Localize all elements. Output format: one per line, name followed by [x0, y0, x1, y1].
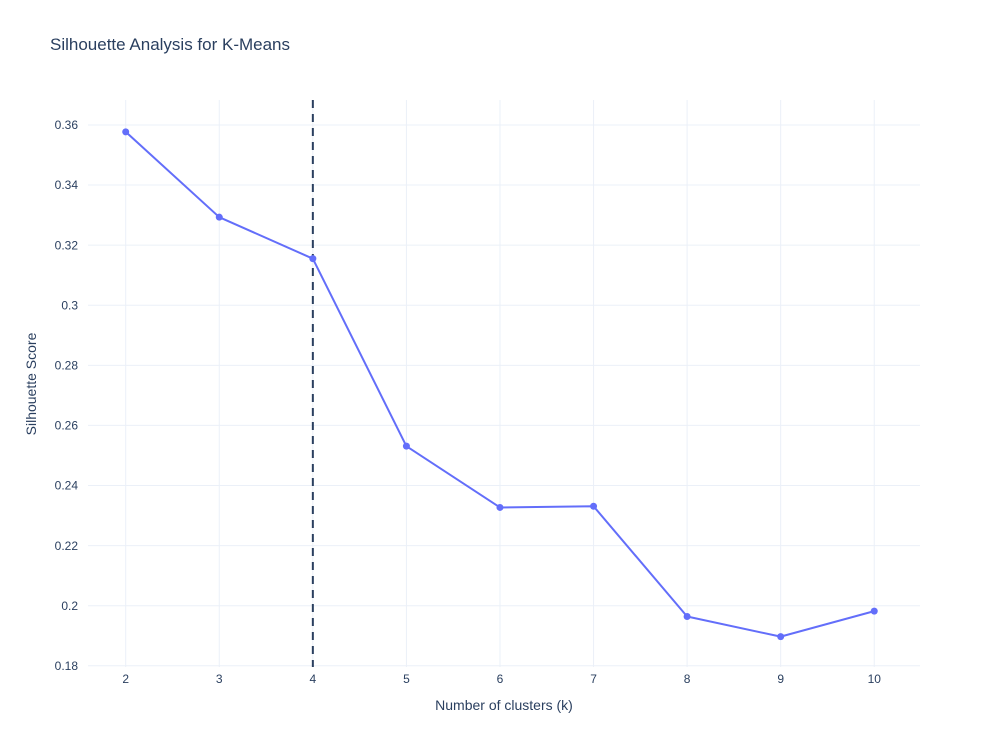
data-point-k7[interactable] [590, 502, 598, 510]
x-axis-title: Number of clusters (k) [435, 697, 573, 713]
y-tick-label-0.28: 0.28 [55, 359, 79, 373]
x-tick-label-8: 8 [684, 672, 691, 686]
x-tick-label-9: 9 [777, 672, 784, 686]
data-point-k6[interactable] [496, 503, 504, 511]
y-tick-label-0.24: 0.24 [55, 479, 79, 493]
x-tick-label-2: 2 [122, 672, 129, 686]
x-tick-label-7: 7 [590, 672, 597, 686]
data-point-k5[interactable] [402, 442, 410, 450]
data-point-k3[interactable] [215, 213, 223, 221]
y-tick-label-0.2: 0.2 [61, 599, 78, 613]
y-tick-label-0.36: 0.36 [55, 118, 79, 132]
x-tick-label-3: 3 [216, 672, 223, 686]
data-point-k10[interactable] [870, 607, 878, 615]
y-tick-label-0.26: 0.26 [55, 419, 79, 433]
data-point-k8[interactable] [683, 613, 691, 621]
data-point-k2[interactable] [122, 128, 130, 136]
data-point-k4[interactable] [309, 255, 317, 263]
y-tick-label-0.3: 0.3 [61, 298, 78, 312]
plot-area[interactable] [88, 100, 920, 667]
x-tick-label-6: 6 [497, 672, 504, 686]
y-tick-label-0.34: 0.34 [55, 178, 79, 192]
x-tick-label-5: 5 [403, 672, 410, 686]
y-tick-label-0.22: 0.22 [55, 539, 79, 553]
chart-title: Silhouette Analysis for K-Means [50, 35, 291, 54]
y-axis-title: Silhouette Score [23, 332, 39, 436]
y-tick-label-0.32: 0.32 [55, 238, 79, 252]
data-point-k9[interactable] [777, 633, 785, 641]
y-tick-label-0.18: 0.18 [55, 659, 79, 673]
x-tick-label-10: 10 [868, 672, 882, 686]
x-tick-label-4: 4 [309, 672, 316, 686]
